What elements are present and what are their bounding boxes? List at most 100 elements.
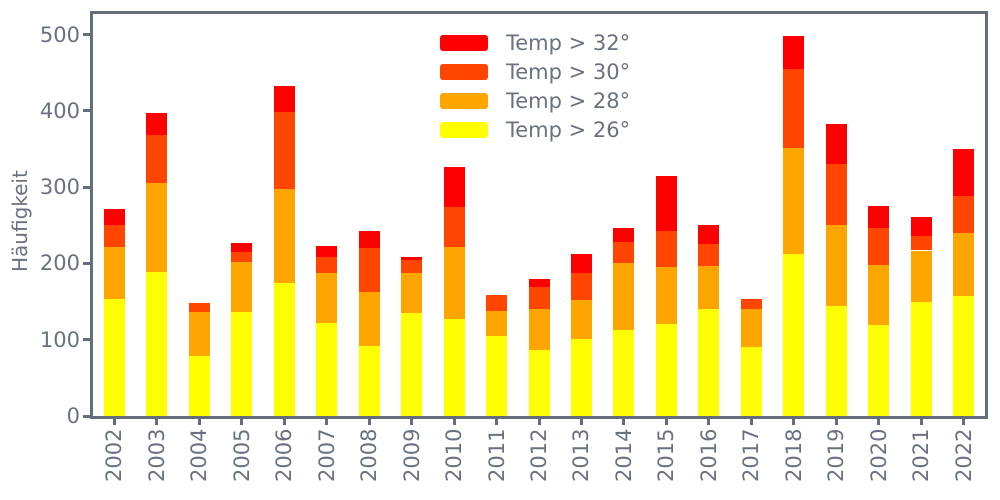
y-tick-mark [83,185,90,189]
x-tick-mark [707,419,711,425]
bar-segment-2010 [443,247,465,320]
plot-area [93,14,985,416]
x-tick-label: 2016 [696,428,721,482]
x-tick-mark [240,419,244,425]
x-tick-label: 2020 [866,428,891,482]
bar-segment-2012 [528,287,550,310]
bar-segment-2008 [358,291,380,346]
bar-segment-2018 [783,147,805,254]
x-tick-label: 2012 [527,428,551,482]
legend-row: Temp > 30° [440,57,630,86]
legend-label: Temp > 26° [506,117,631,142]
y-tick-mark [83,338,90,342]
bar-segment-2017 [740,299,762,310]
bar-segment-2014 [613,242,635,263]
x-tick-label: 2002 [102,428,127,482]
bar-segment-2021 [910,250,932,302]
x-tick-label: 2017 [739,428,764,482]
x-tick-label: 2014 [611,428,636,482]
bar-segment-2003 [146,135,168,184]
x-tick-mark [919,419,923,425]
bar-segment-2003 [146,113,168,136]
y-tick-label: 400 [39,98,80,123]
x-tick-mark [155,419,159,425]
bar-segment-2003 [146,271,168,416]
legend-label: Temp > 30° [506,59,631,84]
y-tick-label: 0 [66,404,80,428]
bar-segment-2020 [868,227,890,265]
bar-segment-2014 [613,262,635,330]
x-tick-mark [834,419,838,425]
x-tick-mark [282,419,286,425]
bar-segment-2010 [443,167,465,207]
bar-segment-2019 [825,164,847,226]
x-tick-mark [452,419,456,425]
bar-segment-2005 [231,242,253,252]
bar-segment-2002 [103,224,125,247]
y-tick-mark [83,33,90,37]
bar-segment-2002 [103,298,125,416]
legend-label: Temp > 32° [506,30,631,55]
bar-segment-2021 [910,236,932,251]
bar-segment-2022 [953,149,975,197]
bar-segment-2019 [825,306,847,416]
legend-swatch [440,63,488,80]
x-tick-label: 2021 [909,428,934,482]
y-tick-mark [83,261,90,265]
bar-segment-2002 [103,246,125,299]
bar-segment-2015 [655,266,677,325]
bar-segment-2005 [231,261,253,312]
x-tick-label: 2006 [272,428,297,482]
x-tick-label: 2010 [442,428,467,482]
bar-segment-2020 [868,206,890,228]
x-tick-mark [410,419,414,425]
legend-row: Temp > 28° [440,86,630,115]
bar-segment-2011 [486,310,508,336]
bar-segment-2004 [188,355,210,416]
bar-segment-2008 [358,345,380,416]
bar-segment-2004 [188,311,210,356]
bar-segment-2021 [910,301,932,416]
x-tick-mark [622,419,626,425]
bar-segment-2006 [273,86,295,113]
x-tick-label: 2009 [399,428,424,482]
axes-frame [90,11,988,419]
bar-segment-2009 [401,256,423,260]
bar-segment-2006 [273,188,295,283]
x-tick-mark [579,419,583,425]
x-tick-mark [367,419,371,425]
x-tick-label: 2007 [314,428,339,482]
bar-segment-2022 [953,296,975,416]
bar-segment-2016 [698,265,720,310]
x-tick-mark [877,419,881,425]
x-tick-mark [537,419,541,425]
bar-segment-2005 [231,252,253,262]
x-tick-mark [495,419,499,425]
bar-segment-2019 [825,225,847,307]
x-tick-mark [664,419,668,425]
bar-segment-2018 [783,253,805,416]
bar-segment-2020 [868,325,890,416]
y-tick-label: 500 [39,22,80,47]
x-tick-mark [792,419,796,425]
legend-label: Temp > 28° [506,88,631,113]
bar-segment-2015 [655,324,677,416]
bar-segment-2012 [528,278,550,288]
legend-row: Temp > 32° [440,28,630,57]
x-tick-label: 2019 [824,428,849,482]
bar-segment-2015 [655,176,677,232]
bar-segment-2004 [188,303,210,312]
bar-segment-2014 [613,227,635,243]
x-tick-label: 2005 [229,428,254,482]
bar-segment-2018 [783,36,805,69]
bar-segment-2019 [825,123,847,165]
bar-segment-2011 [486,335,508,416]
bar-segment-2006 [273,282,295,416]
legend-row: Temp > 26° [440,115,630,144]
x-tick-label: 2022 [951,428,976,482]
bar-segment-2022 [953,196,975,233]
bar-segment-2010 [443,207,465,248]
x-tick-label: 2011 [484,428,509,482]
x-tick-mark [197,419,201,425]
